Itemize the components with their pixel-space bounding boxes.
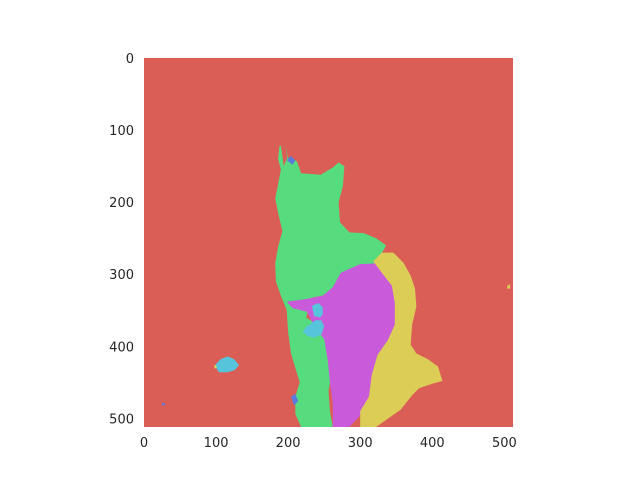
x-tick-label: 400 xyxy=(420,436,445,451)
x-tick-label: 200 xyxy=(276,436,301,451)
segment-region-7 xyxy=(214,356,240,373)
segment-region-2 xyxy=(280,145,288,167)
x-tick-label: 0 xyxy=(140,436,148,451)
y-tick-label: 0 xyxy=(126,52,134,67)
segment-region-5 xyxy=(302,320,325,338)
y-axis: 0 100 200 300 400 500 xyxy=(109,52,134,427)
segment-region-4 xyxy=(360,252,443,427)
segment-region-8 xyxy=(286,156,296,165)
y-tick-label: 300 xyxy=(109,268,134,283)
y-tick-label: 400 xyxy=(109,340,134,355)
x-tick-label: 500 xyxy=(492,436,517,451)
segment-region-9 xyxy=(291,393,299,406)
y-tick-label: 500 xyxy=(109,412,134,427)
x-tick-label: 100 xyxy=(204,436,229,451)
x-tick-label: 300 xyxy=(348,436,373,451)
plot-area xyxy=(144,58,513,427)
segment-region-3 xyxy=(286,263,397,427)
segment-region-10 xyxy=(162,403,165,406)
y-tick-label: 100 xyxy=(109,124,134,139)
segment-region-12 xyxy=(507,284,511,289)
segment-region-1 xyxy=(275,145,387,427)
segment-region-6 xyxy=(311,303,323,318)
x-axis: 0 100 200 300 400 500 xyxy=(140,436,517,451)
y-tick-label: 200 xyxy=(109,196,134,211)
segment-region-11 xyxy=(213,365,217,369)
